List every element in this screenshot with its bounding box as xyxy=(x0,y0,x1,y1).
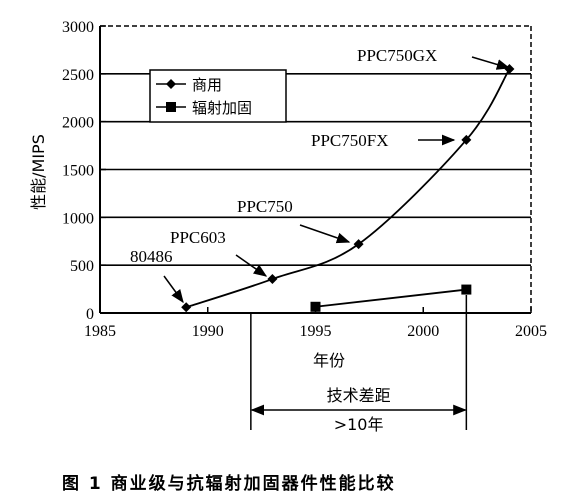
y-tick-label-1000: 1000 xyxy=(62,210,94,227)
point-label-arrow-0 xyxy=(163,275,184,304)
point-label-PPC603: PPC603 xyxy=(170,228,226,247)
commercial-point-0 xyxy=(181,302,192,313)
legend-marker-rad-hard xyxy=(166,102,176,112)
series-markers xyxy=(181,64,515,313)
legend-label-commercial: 商用 xyxy=(192,76,222,94)
legend-label-rad-hard: 辐射加固 xyxy=(192,99,252,117)
tech-gap-label: 技术差距 xyxy=(327,386,391,405)
x-tick-label-2005: 2005 xyxy=(515,323,547,340)
y-tick-label-2000: 2000 xyxy=(62,115,94,132)
point-label-PPC750FX: PPC750FX xyxy=(311,131,388,150)
tech-gap-value: >10年 xyxy=(334,415,384,434)
y-tick-label-0: 0 xyxy=(86,306,94,323)
x-tick-label-1995: 1995 xyxy=(300,323,332,340)
x-tick-label-2000: 2000 xyxy=(407,323,439,340)
x-tick-label-1990: 1990 xyxy=(192,323,224,340)
point-label-arrow-2 xyxy=(299,224,351,244)
commercial-point-2 xyxy=(353,239,364,250)
y-tick-label-3000: 3000 xyxy=(62,19,94,36)
commercial-point-4 xyxy=(504,64,515,75)
x-axis-ticks: 1985 1990 1995 2000 2005 xyxy=(84,307,547,340)
point-label-arrow-4 xyxy=(471,56,511,70)
rad-hard-point-1 xyxy=(461,284,472,295)
series-line-rad-hard xyxy=(315,288,467,308)
legend-box xyxy=(149,69,287,123)
series-lines xyxy=(185,68,511,309)
y-axis-ticks: 0 500 1000 1500 2000 2500 3000 xyxy=(62,19,106,323)
point-label-PPC750GX: PPC750GX xyxy=(357,46,437,65)
commercial-point-3 xyxy=(461,134,472,145)
figure-caption: 图 1 商业级与抗辐射加固器件性能比较 xyxy=(62,473,396,494)
point-label-80486: 80486 xyxy=(130,247,173,266)
y-tick-label-500: 500 xyxy=(70,258,94,275)
y-axis-label: 性能/MIPS xyxy=(29,134,48,210)
y-tick-label-2500: 2500 xyxy=(62,67,94,84)
rad-hard-point-0 xyxy=(310,301,321,312)
commercial-point-1 xyxy=(267,274,278,285)
x-axis-label: 年份 xyxy=(313,351,345,370)
tech-gap-annotation: 技术差距 >10年 xyxy=(250,295,468,434)
series-line-commercial xyxy=(185,68,511,309)
legend-marker-commercial xyxy=(166,79,176,89)
point-label-arrow-1 xyxy=(235,254,268,277)
x-tick-label-1985: 1985 xyxy=(84,323,116,340)
y-tick-label-1500: 1500 xyxy=(62,163,94,180)
point-label-PPC750: PPC750 xyxy=(237,197,293,216)
